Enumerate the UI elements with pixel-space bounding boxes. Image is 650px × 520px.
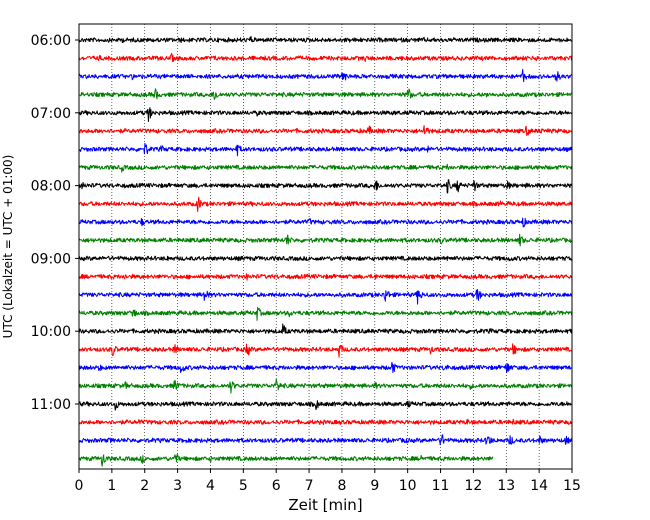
y-tick-label-11:00: 11:00 bbox=[31, 397, 71, 413]
x-tick-label-12: 12 bbox=[464, 478, 482, 494]
trace-11:15 bbox=[78, 418, 573, 426]
trace-08:00 bbox=[78, 179, 573, 194]
x-tick-label-1: 1 bbox=[107, 478, 116, 494]
trace-09:15 bbox=[78, 273, 573, 281]
trace-09:45 bbox=[78, 306, 573, 321]
y-tick-label-08:00: 08:00 bbox=[31, 179, 71, 195]
trace-11:00 bbox=[78, 400, 573, 411]
x-tick-label-14: 14 bbox=[530, 478, 548, 494]
trace-08:45 bbox=[78, 233, 573, 247]
y-axis-label: UTC (Lokalzeit = UTC + 01:00) bbox=[1, 155, 15, 339]
trace-11:30 bbox=[78, 434, 573, 446]
trace-06:30 bbox=[78, 68, 573, 83]
x-tick-label-15: 15 bbox=[563, 478, 581, 494]
x-tick-label-13: 13 bbox=[497, 478, 515, 494]
seismic-traces bbox=[78, 35, 573, 467]
x-tick-label-2: 2 bbox=[140, 478, 149, 494]
trace-08:15 bbox=[78, 196, 573, 212]
x-axis-ticks: 0 1 2 3 4 5 6 7 8 9 10 11 12 13 14 15 bbox=[75, 469, 581, 494]
trace-06:45 bbox=[78, 88, 573, 100]
trace-07:45 bbox=[78, 163, 573, 173]
y-tick-label-10:00: 10:00 bbox=[31, 324, 71, 340]
y-axis-ticks: 06:00 07:00 08:00 09:00 10:00 11:00 bbox=[31, 33, 79, 413]
x-tick-label-10: 10 bbox=[399, 478, 417, 494]
trace-07:00 bbox=[78, 107, 573, 122]
trace-07:15 bbox=[78, 125, 573, 137]
x-axis-label: Zeit [min] bbox=[288, 496, 362, 514]
x-tick-label-11: 11 bbox=[432, 478, 450, 494]
plot-frame bbox=[78, 23, 573, 470]
y-tick-label-09:00: 09:00 bbox=[31, 251, 71, 267]
trace-09:00 bbox=[78, 255, 573, 262]
x-tick-label-7: 7 bbox=[305, 478, 314, 494]
trace-09:30 bbox=[78, 288, 573, 305]
x-tick-label-0: 0 bbox=[75, 478, 84, 494]
trace-10:45 bbox=[78, 378, 573, 394]
trace-08:30 bbox=[78, 217, 573, 228]
x-tick-label-8: 8 bbox=[337, 478, 346, 494]
x-tick-label-5: 5 bbox=[239, 478, 248, 494]
x-tick-label-4: 4 bbox=[206, 478, 215, 494]
vertical-grid bbox=[111, 24, 540, 469]
trace-07:30 bbox=[78, 142, 573, 157]
trace-06:00 bbox=[78, 35, 573, 44]
x-tick-label-9: 9 bbox=[370, 478, 379, 494]
y-tick-label-07:00: 07:00 bbox=[31, 106, 71, 122]
trace-11:45 bbox=[78, 453, 494, 467]
trace-10:30 bbox=[78, 361, 573, 374]
trace-06:15 bbox=[78, 52, 573, 63]
x-tick-label-3: 3 bbox=[173, 478, 182, 494]
trace-10:00 bbox=[78, 323, 573, 335]
x-tick-label-6: 6 bbox=[272, 478, 281, 494]
y-tick-label-06:00: 06:00 bbox=[31, 33, 71, 49]
trace-10:15 bbox=[78, 343, 573, 358]
